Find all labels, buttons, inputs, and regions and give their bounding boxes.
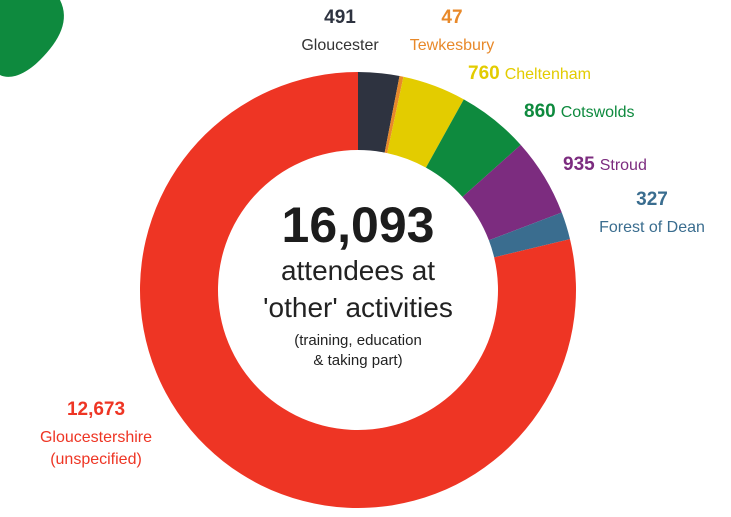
value-label: 491 bbox=[324, 8, 356, 28]
value-label: 935 bbox=[563, 154, 595, 175]
total: 16,093 bbox=[282, 196, 435, 254]
value-label: 12,673 bbox=[67, 400, 125, 420]
category-label: Tewkesbury bbox=[410, 35, 494, 57]
infographic: 16,093 attendees at 'other' activities (… bbox=[0, 0, 731, 517]
value-label: 327 bbox=[636, 190, 668, 210]
value-label: 860 bbox=[524, 101, 556, 122]
category-label: Cotswolds bbox=[561, 104, 635, 121]
value-label: 760 bbox=[468, 63, 500, 84]
category-label: Gloucester bbox=[301, 35, 378, 57]
category-label: Stroud bbox=[600, 157, 647, 174]
category-label: Cheltenham bbox=[505, 66, 591, 83]
slice-label: 935 Stroud bbox=[563, 155, 647, 176]
category-label: Gloucestershire (unspecified) bbox=[31, 427, 161, 471]
center-text: 'other' activities bbox=[263, 292, 453, 324]
slice-label: 860 Cotswolds bbox=[524, 102, 635, 123]
center-text: attendees at bbox=[281, 255, 435, 287]
center-note: (training, education bbox=[294, 332, 422, 349]
center-note: & taking part) bbox=[313, 352, 402, 369]
value-label: 47 bbox=[441, 8, 462, 28]
decor-blob bbox=[0, 0, 64, 77]
slice-label: 760 Cheltenham bbox=[468, 64, 591, 85]
category-label: Forest of Dean bbox=[599, 217, 705, 239]
